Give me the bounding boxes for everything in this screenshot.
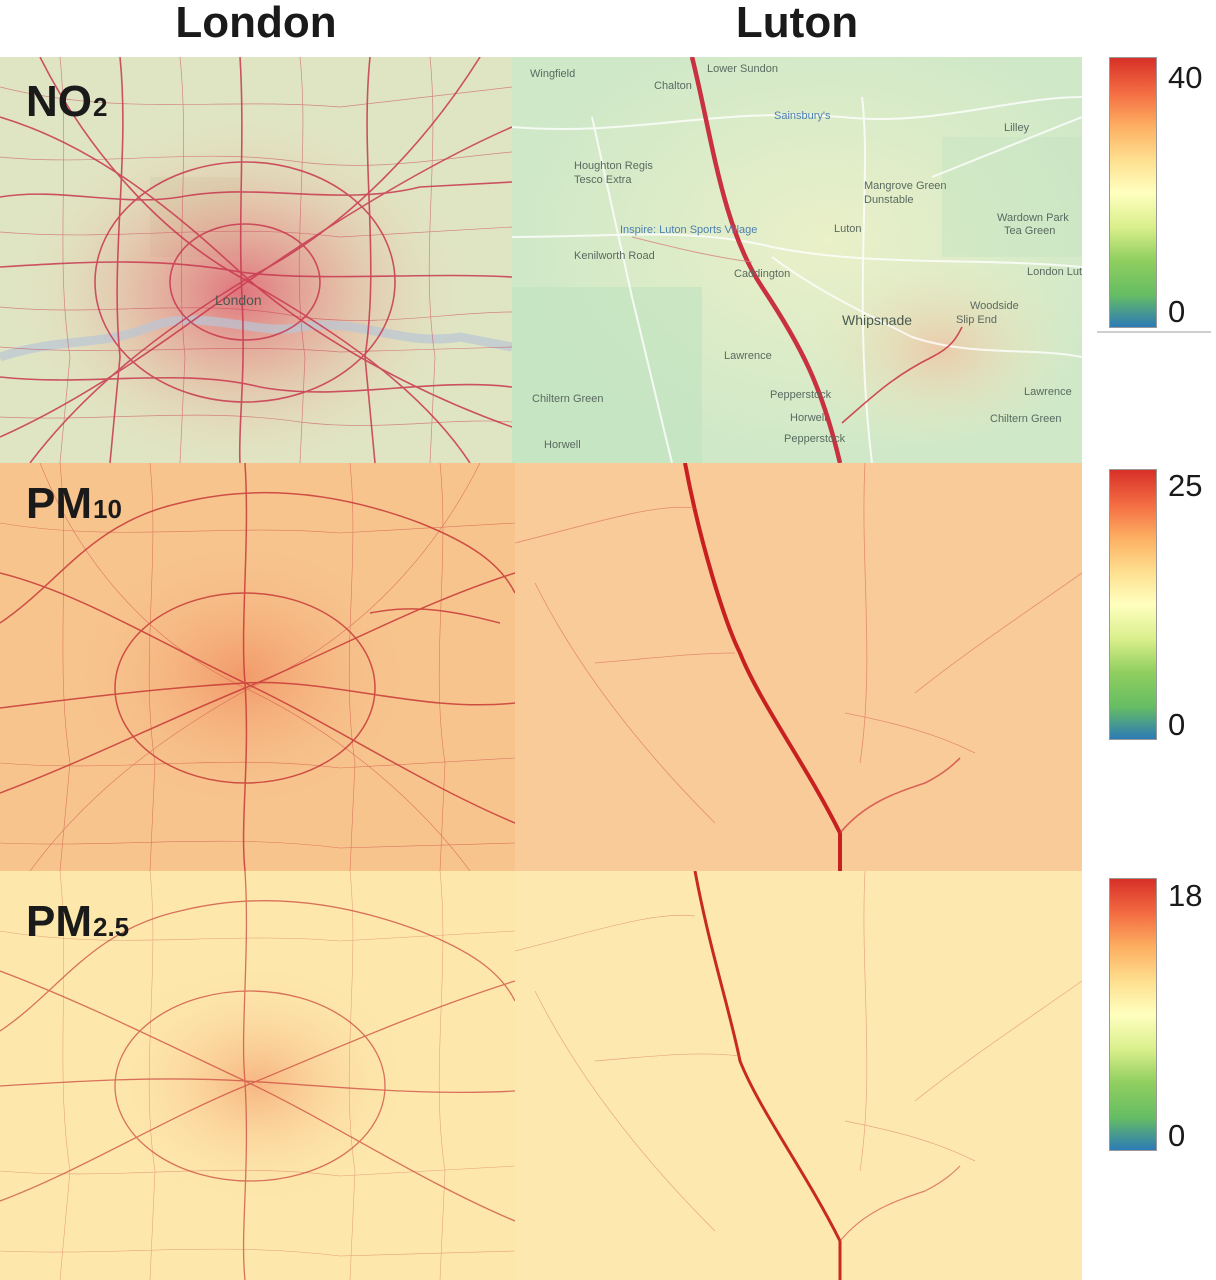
label-pm10-sub: 10 <box>93 494 122 524</box>
luton-place-label: Pepperstock <box>770 389 832 401</box>
colorbar-no2-max: 40 <box>1168 60 1203 95</box>
colorbar-pm25 <box>1109 878 1157 1151</box>
luton-place-label: Luton <box>834 223 862 235</box>
luton-place-label: Pepperstock <box>784 433 846 445</box>
colorbar-pm10-max: 25 <box>1168 468 1203 503</box>
luton-place-label: Chiltern Green <box>532 393 604 405</box>
label-no2: NO2 <box>26 80 107 124</box>
colorbar-pm10-min: 0 <box>1168 707 1186 742</box>
label-pm25-main: PM <box>26 897 92 946</box>
luton-place-label: Dunstable <box>864 194 914 206</box>
colorbar-no2 <box>1109 57 1157 328</box>
luton-place-label: Lilley <box>1004 122 1030 134</box>
london-no2-map: London <box>0 57 512 463</box>
luton-place-label: Chiltern Green <box>990 413 1062 425</box>
luton-place-label: Wardown Park <box>997 212 1069 224</box>
luton-place-label: Caddington <box>734 268 790 280</box>
london-pm25-map <box>0 871 515 1280</box>
colorbar-no2-divider <box>1097 331 1211 333</box>
luton-pm10-map <box>515 463 1082 871</box>
label-pm25-sub: 2.5 <box>93 912 130 942</box>
luton-place-label: Horwell <box>790 412 827 424</box>
colorbar-no2-min: 0 <box>1168 294 1186 329</box>
luton-place-label: Wingfield <box>530 68 575 80</box>
column-title-london: London <box>175 0 337 47</box>
luton-place-label: Chalton <box>654 80 692 92</box>
luton-place-label: Woodside <box>970 300 1019 312</box>
label-pm10-main: PM <box>26 479 92 528</box>
luton-place-label: Mangrove Green <box>864 180 947 192</box>
colorbar-pm25-max: 18 <box>1168 878 1203 913</box>
luton-place-label: Kenilworth Road <box>574 250 655 262</box>
label-no2-main: NO <box>26 77 92 126</box>
label-pm10: PM10 <box>26 482 122 526</box>
luton-place-label: Inspire: Luton Sports Village <box>620 224 757 236</box>
label-pm25: PM2.5 <box>26 900 129 944</box>
london-pm10-map <box>0 463 515 871</box>
luton-place-label: Sainsbury's <box>774 110 831 122</box>
luton-place-label: Lower Sundon <box>707 63 778 75</box>
label-no2-sub: 2 <box>93 92 108 122</box>
luton-place-label: Lawrence <box>1024 386 1072 398</box>
luton-place-label: Tesco Extra <box>574 174 632 186</box>
london-map-label: London <box>215 292 262 308</box>
colorbar-pm25-min: 0 <box>1168 1118 1186 1153</box>
luton-place-label: Slip End <box>956 314 997 326</box>
colorbar-pm10 <box>1109 469 1157 740</box>
luton-place-label: Horwell <box>544 439 581 451</box>
luton-place-label: Lawrence <box>724 350 772 362</box>
luton-place-label: London Luton Airport <box>1027 266 1082 278</box>
column-title-luton: Luton <box>735 0 859 47</box>
luton-place-label: Houghton Regis <box>574 160 653 172</box>
luton-no2-map: Wingfield Lower Sundon Chalton Sainsbury… <box>512 57 1082 463</box>
luton-place-label: Tea Green <box>1004 225 1055 237</box>
luton-pm25-map <box>515 871 1082 1280</box>
luton-place-label: Whipsnade <box>842 312 912 328</box>
